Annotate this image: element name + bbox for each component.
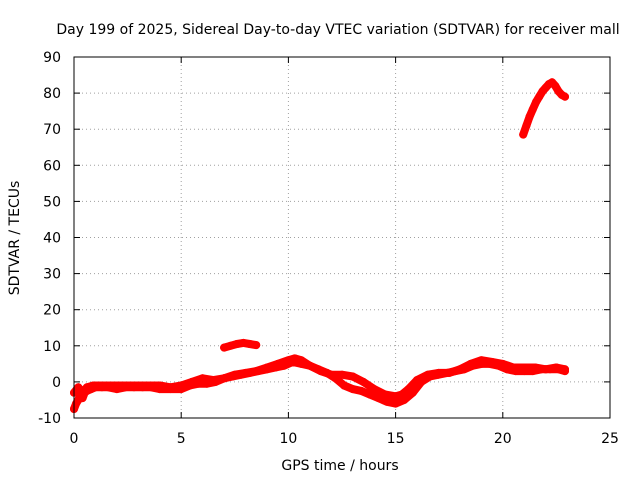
x-tick-label: 10 [279,431,297,447]
data-point [338,370,346,379]
data-point [434,368,443,377]
y-tick-label: 80 [43,86,61,102]
y-tick-label: 20 [43,303,61,319]
data-point [316,367,325,376]
data-point [477,356,486,365]
series-arc-8h-points [220,338,261,352]
y-tick-label: 70 [43,122,61,138]
x-axis-label: GPS time / hours [281,458,398,474]
data-point [327,370,336,379]
data-point [95,381,104,390]
x-tick-label: 5 [177,431,186,447]
data-point [226,341,235,350]
data-point [398,390,406,399]
data-point [357,386,366,395]
y-tick-label: -10 [38,411,61,427]
data-point [252,341,261,350]
data-point [239,338,248,347]
y-axis-label: SDTVAR / TECUs [7,181,23,296]
data-point [455,365,464,374]
data-point [380,390,389,399]
data-point [391,392,400,401]
x-tick-label: 20 [494,431,512,447]
data-point [365,390,374,399]
data-point [145,381,153,390]
data-point [305,361,314,370]
y-tick-label: 0 [52,375,61,391]
data-point [359,377,368,386]
x-tick-label: 0 [70,431,79,447]
data-point [74,383,83,392]
data-point [541,365,550,374]
data-point [561,365,569,374]
data-point [370,385,379,394]
y-tick-label: 60 [43,158,61,174]
data-point [290,354,299,363]
data-point [82,383,91,392]
series-mid-points [70,354,569,401]
data-point [112,381,121,390]
data-point [552,363,561,372]
y-tick-label: 30 [43,267,61,283]
data-point [348,372,357,381]
data-point [134,381,143,390]
data-point [241,368,250,377]
data-point [220,343,229,352]
data-point [528,105,537,114]
data-point [89,381,98,390]
data-point [498,359,507,368]
series-mid-band [70,354,569,401]
data-point [220,374,229,383]
data-point [413,376,421,385]
data-point [488,358,497,366]
data-point [273,359,282,368]
data-point [198,374,207,383]
data-point [391,399,400,408]
data-point [340,381,349,390]
x-tick-label: 25 [601,431,619,447]
data-point [209,376,218,385]
data-point [155,381,164,390]
data-marks [70,78,569,413]
y-tick-label: 50 [43,194,61,210]
y-tick-label: 10 [43,339,61,355]
data-point [177,381,186,390]
y-tick-label: 40 [43,231,61,247]
data-point [252,367,261,376]
data-point [166,383,175,392]
series-arc-21h-points [519,78,569,139]
data-point [245,340,254,348]
data-point [404,385,413,394]
data-point [263,363,271,372]
data-point [348,385,357,394]
data-point [284,356,293,365]
data-point [232,340,241,348]
axis-ticks: 0 5 10 15 20 25 -10 0 10 20 30 40 50 60 70 80 90 [38,50,619,447]
data-point [187,377,196,386]
data-point [423,370,432,379]
data-point [230,370,239,379]
data-point [297,356,306,365]
y-tick-label: 90 [43,50,61,66]
x-tick-label: 15 [387,431,405,447]
data-point [525,112,534,121]
data-point [522,121,531,130]
data-point [104,381,113,390]
data-point [561,92,569,101]
data-point [520,363,529,372]
data-point [509,363,518,372]
data-point [519,130,528,139]
data-point [383,397,391,406]
data-point [123,381,132,390]
data-point [78,388,87,397]
data-point [445,368,454,377]
data-point [466,359,475,368]
data-point [531,363,539,372]
chart-title: Day 199 of 2025, Sidereal Day-to-day VTE… [56,22,619,38]
